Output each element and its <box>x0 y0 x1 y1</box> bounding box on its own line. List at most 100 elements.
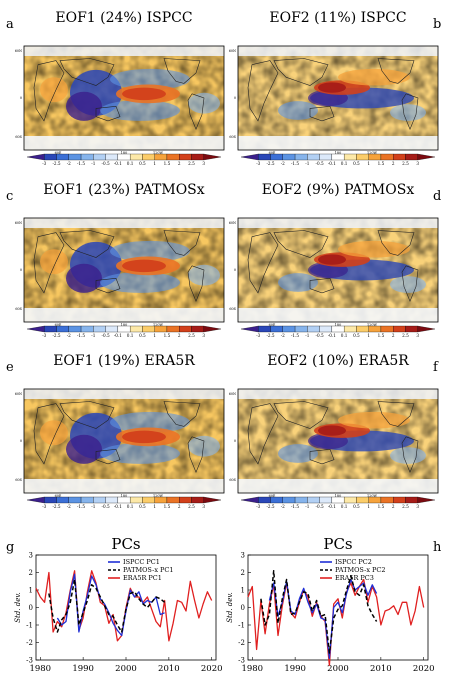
lon-label: 60E <box>55 323 62 327</box>
panel-title: EOF1 (24%) ISPCC <box>55 10 192 26</box>
colorbar-tick-label: 0.1 <box>127 161 134 166</box>
colorbar-tick-label: 0.5 <box>139 504 146 509</box>
colorbar-swatch <box>105 496 119 504</box>
colorbar-tick-label: 3 <box>416 161 419 166</box>
coastline <box>59 58 115 86</box>
colorbar-tick-label: 2.5 <box>188 504 195 509</box>
colorbar-swatch <box>380 496 394 504</box>
lat-label: 0 <box>20 439 22 443</box>
lon-label: 60E <box>55 151 62 155</box>
colorbar-tick-label: -0.1 <box>328 504 336 509</box>
colorbar-swatch <box>117 496 131 504</box>
coastline <box>59 230 115 258</box>
coastline <box>377 230 415 256</box>
lat-label: 60S <box>15 307 22 311</box>
colorbar-tick-label: -1.5 <box>77 333 85 338</box>
lat-label: 60N <box>15 392 22 396</box>
colorbar-tick-label: 2.5 <box>402 333 409 338</box>
legend-label: PATMOS-x PC1 <box>123 566 174 574</box>
coastline <box>95 105 121 122</box>
colorbar-swatch <box>294 325 308 333</box>
coastline <box>309 105 335 122</box>
colorbar-tick-label: 2.5 <box>402 161 409 166</box>
coastline <box>187 436 205 473</box>
eof-panel-d: EOF2 (9%) PATMOSx d 60N 0 60S 60E 180 120W -3 -2.… <box>229 182 442 338</box>
colorbar-swatch <box>166 325 180 333</box>
colorbar-tick-label: 0.5 <box>353 333 360 338</box>
eof-panel-e: EOF1 (19%) ERA5R e 60N 0 60S 60E 180 120W -3 -2.5… <box>6 353 225 509</box>
colorbar-swatch <box>240 325 259 333</box>
colorbar-swatch <box>368 325 382 333</box>
colorbar-tick-label: 0.5 <box>139 161 146 166</box>
coastline <box>273 230 329 258</box>
colorbar-tick-label: 0.1 <box>341 333 348 338</box>
colorbar-swatch <box>166 153 180 161</box>
colorbar-swatch <box>142 153 155 161</box>
colorbar-tick-label: 3 <box>202 161 205 166</box>
colorbar-tick-label: 0.5 <box>139 333 146 338</box>
lon-label: 180 <box>335 151 341 155</box>
coastline <box>401 436 419 473</box>
panel-title: EOF1 (19%) ERA5R <box>53 353 195 369</box>
positive-anomaly <box>122 87 166 101</box>
colorbar-swatch <box>117 153 131 161</box>
lon-label: 120W <box>367 323 377 327</box>
colorbar-swatch <box>142 496 155 504</box>
y-tick-label: 3 <box>29 552 33 560</box>
lat-label: 60N <box>15 221 22 225</box>
x-tick-label: 1990 <box>284 664 306 674</box>
colorbar-swatch <box>294 153 308 161</box>
colorbar-swatch <box>68 153 82 161</box>
colorbar-tick-label: 2.5 <box>188 333 195 338</box>
colorbar-tick-label: -0.5 <box>102 161 110 166</box>
colorbar-swatch <box>203 325 222 333</box>
coastline <box>273 401 329 429</box>
colorbar-tick-label: 2 <box>178 333 181 338</box>
map-frame <box>23 388 225 494</box>
colorbar-swatch <box>368 153 382 161</box>
colorbar-tick-label: -3 <box>256 504 260 509</box>
coastline <box>163 230 201 256</box>
map-frame <box>237 217 439 323</box>
eof-map <box>238 46 438 150</box>
antarctic-band <box>24 479 224 493</box>
coastline <box>377 58 415 84</box>
y-tick-label: -1 <box>238 622 245 630</box>
arctic-band <box>238 46 438 56</box>
antarctic-band <box>24 308 224 322</box>
colorbar-swatch <box>282 153 296 161</box>
colorbar-tick-label: -0.5 <box>316 161 324 166</box>
arctic-band <box>24 46 224 56</box>
colorbar-swatch <box>240 153 259 161</box>
colorbar-swatch <box>166 496 180 504</box>
colorbar-swatch <box>270 325 283 333</box>
arctic-band <box>238 389 438 399</box>
colorbar-tick-label: -1 <box>305 333 309 338</box>
colorbar-swatch <box>270 496 283 504</box>
colorbar-swatch <box>405 496 418 504</box>
lon-label: 60E <box>269 494 276 498</box>
colorbar-tick-label: 1 <box>367 333 370 338</box>
colorbar-swatch <box>93 496 106 504</box>
colorbar-swatch <box>417 325 436 333</box>
panel-letter: e <box>6 360 14 375</box>
arctic-band <box>24 389 224 399</box>
legend-label: PATMOS-x PC2 <box>335 566 386 574</box>
arctic-band <box>238 218 438 228</box>
colorbar-swatch <box>258 496 271 504</box>
colorbar-tick-label: -2.5 <box>52 333 60 338</box>
colorbar-swatch <box>105 325 119 333</box>
colorbar-tick-label: -2.5 <box>266 333 274 338</box>
colorbar-swatch <box>68 325 82 333</box>
colorbar-swatch <box>105 153 119 161</box>
map-frame <box>23 45 225 151</box>
coastline <box>401 93 419 130</box>
coastline <box>33 403 65 465</box>
colorbar-swatch <box>282 496 296 504</box>
x-tick-label: 2010 <box>370 664 392 674</box>
eof-map <box>24 218 224 322</box>
coastline <box>273 58 329 86</box>
lat-label: 0 <box>234 439 236 443</box>
coastline <box>33 232 65 294</box>
